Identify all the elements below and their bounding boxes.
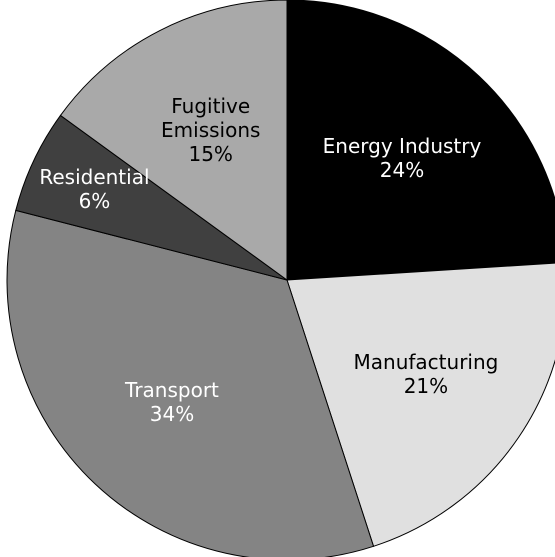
slice-label: Energy Industry 24% — [312, 134, 492, 182]
category-label: Fugitive Emissions — [161, 94, 261, 143]
category-label: Transport — [125, 378, 219, 403]
pie-slice — [59, 0, 288, 281]
value-label: 6% — [78, 189, 111, 214]
pie-slice — [6, 209, 375, 557]
slice-label: Residential 6% — [4, 165, 184, 213]
category-label: Manufacturing — [353, 350, 499, 375]
value-label: 34% — [149, 402, 195, 427]
value-label: 15% — [188, 142, 233, 167]
value-label: 24% — [379, 157, 425, 182]
category-label: Residential — [39, 165, 150, 190]
pie-slice — [286, 262, 555, 547]
slice-label: Transport 34% — [82, 378, 262, 426]
category-label: Energy Industry — [322, 133, 482, 158]
pie-slice — [286, 0, 555, 281]
slice-label: Manufacturing 21% — [336, 350, 516, 398]
slice-label: Fugitive Emissions 15% — [146, 94, 276, 166]
value-label: 21% — [403, 374, 449, 399]
